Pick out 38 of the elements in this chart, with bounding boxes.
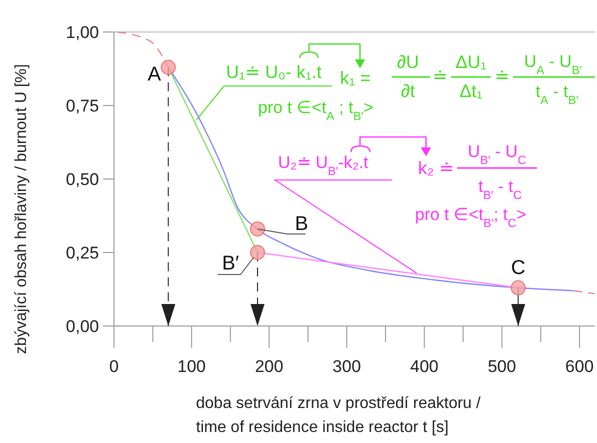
y-tick-label: 0,50 [66,170,99,189]
annotation: C [510,256,526,279]
x-tick-label: 600 [565,357,594,376]
annotation: ∂U [397,52,419,72]
x-tick-label: 100 [177,357,206,376]
annotation: t$_{B′}$ - t$_{C}$ [478,177,522,202]
annotation: pro t ∈<t$_{A}$ ; t$_{B′}$> [258,98,374,123]
annotation: ∂t [401,81,415,101]
point [250,245,266,260]
annotation: A [148,63,162,86]
annotation: ≐ [432,66,448,86]
annotation: ≐ [494,66,510,86]
point [160,60,176,75]
annotation: pro t ∈<t$_{B′}$; t$_{C}$> [415,205,526,230]
annotation: k₂ ≐ [418,158,454,178]
annotation: U$_{A}$ - U$_{B′}$ [524,52,582,77]
annotation: U$_{B′}$ - U$_{C}$ [468,142,527,167]
y-tick-label: 0,00 [66,316,99,336]
annotation: B [294,212,308,235]
point [510,280,526,296]
annotation: U₁≐ U₀- k₁.t [226,62,322,82]
y-tick-label: 0,25 [66,243,99,262]
x-axis-title: doba setrvání zrna v prostředí reaktoru / time of residence inside reactor t [s] [196,395,482,436]
annotation: U₂≐ U$_{B′}$-k₂.t [278,153,369,178]
x-tick-label: 200 [254,357,284,376]
x-tick-label: 0 [109,357,119,376]
annotation: t$_{A}$ - t$_{B′}$ [536,82,578,107]
point [250,221,266,236]
annotation: Δt₁ [459,81,483,101]
x-tick-label: 300 [332,357,361,376]
y-tick-label: 1,00 [66,22,99,42]
annotation: B′ [222,252,240,274]
annotation: ΔU₁ [455,52,487,72]
y-tick-label: 0,75 [66,96,99,116]
y-axis-title: zbývající obsah hořlaviny / burnout U [%] [13,64,30,354]
x-tick-label: 500 [488,357,516,376]
annotation: k₁ = [340,68,371,88]
x-tick-label: 400 [410,357,439,376]
